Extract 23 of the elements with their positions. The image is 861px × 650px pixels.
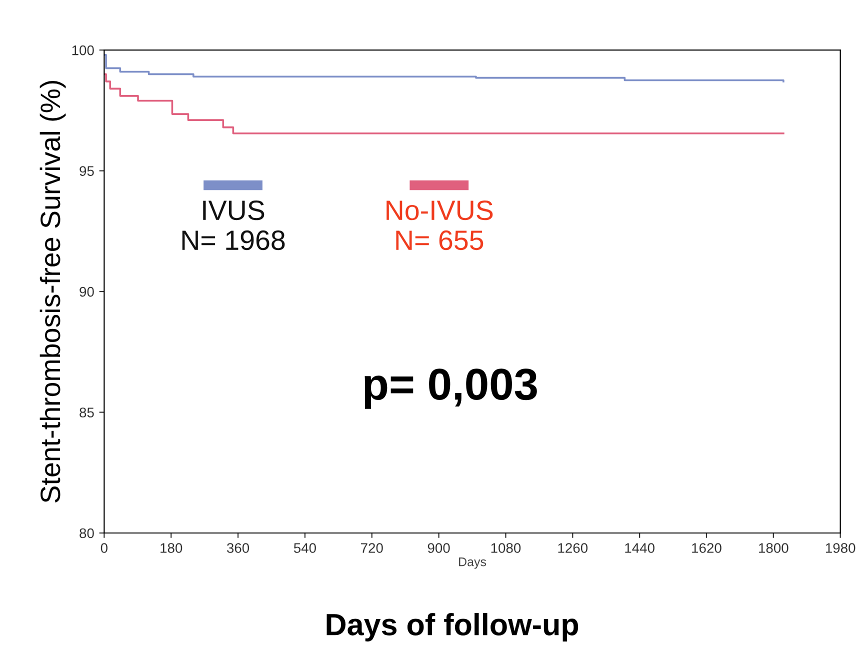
y-tick-label: 85 (80, 408, 94, 418)
x-tick-label: 1980 (826, 543, 856, 553)
y-axis-title: Stent-thrombosis-free Survival (%) (40, 80, 66, 503)
y-tick-label: 90 (80, 286, 94, 297)
y-tick-label: 80 (80, 528, 94, 538)
annotation: p= 0,003 (364, 368, 537, 409)
legend-label: IVUS N= 1968 (182, 200, 285, 250)
legend-label: No-IVUS N= 655 (386, 200, 493, 250)
x-tick-label: 1260 (558, 543, 588, 553)
x-tick-label: 720 (361, 543, 383, 553)
y-tick-label: 95 (80, 166, 94, 176)
y-tick-label: 100 (72, 45, 94, 56)
x-axis-title: Days (459, 558, 486, 569)
x-tick-label: 1800 (759, 543, 788, 553)
text: Days of follow-up (326, 613, 578, 642)
x-tick-label: 0 (100, 543, 108, 553)
x-tick-label: 1620 (692, 543, 722, 553)
x-tick-label: 180 (160, 543, 182, 553)
x-tick-label: 1440 (625, 543, 654, 553)
x-tick-label: 900 (428, 543, 450, 553)
x-tick-label: 360 (226, 543, 250, 553)
x-tick-label: 1080 (491, 543, 521, 553)
x-tick-label: 540 (294, 543, 316, 553)
